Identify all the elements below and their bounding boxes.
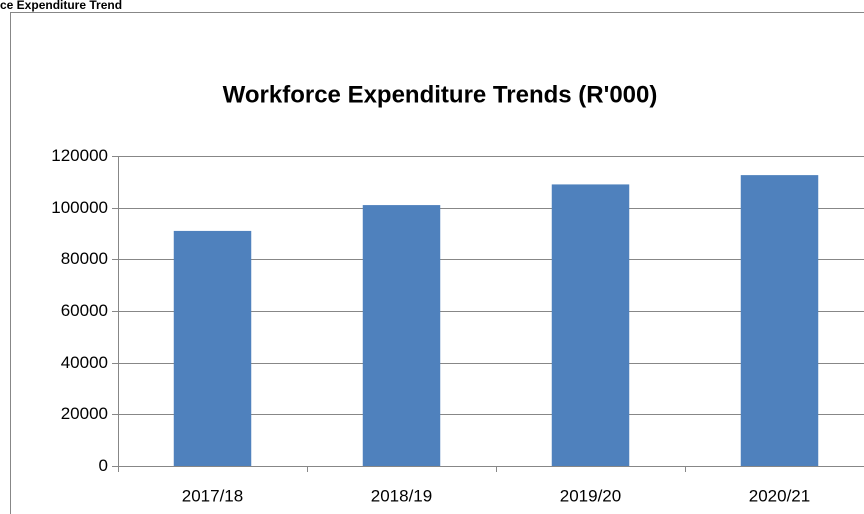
y-tick-label: 20000 xyxy=(61,404,108,423)
bar xyxy=(740,175,819,466)
y-tick-label: 40000 xyxy=(61,353,108,372)
y-tick-label: 120000 xyxy=(51,146,108,165)
bar xyxy=(173,230,252,466)
y-tick-label: 0 xyxy=(99,456,108,475)
y-tick-label: 100000 xyxy=(51,198,108,217)
x-tick-label: 2017/18 xyxy=(182,486,243,505)
chart-title: Workforce Expenditure Trends (R'000) xyxy=(223,81,658,108)
bar xyxy=(362,205,441,467)
caption: ce Expenditure Trend xyxy=(0,0,122,12)
y-tick-label: 60000 xyxy=(61,301,108,320)
x-tick-label: 2020/21 xyxy=(749,486,810,505)
y-tick-label: 80000 xyxy=(61,249,108,268)
bar xyxy=(551,184,630,466)
x-tick-label: 2019/20 xyxy=(560,486,621,505)
x-tick-label: 2018/19 xyxy=(371,486,432,505)
chart-frame xyxy=(10,12,864,514)
